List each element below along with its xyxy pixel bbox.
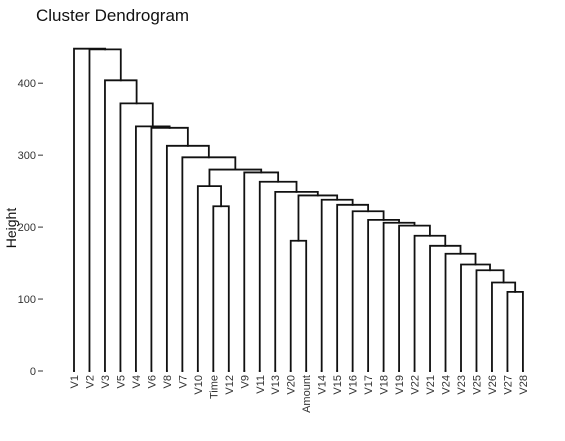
leaf-label: V20 (286, 375, 298, 395)
leaf-label: V12 (224, 375, 236, 395)
leaf-label: V19 (394, 375, 406, 395)
merge-link (243, 171, 280, 372)
y-tick-label: 200 (18, 222, 36, 234)
leaf-label: V7 (177, 375, 189, 388)
leaf-label: V21 (425, 375, 437, 395)
leaf-label: V11 (255, 375, 267, 394)
merge-link (491, 281, 517, 372)
leaf-label: V23 (456, 375, 468, 395)
leaf-label: V4 (131, 375, 143, 388)
merge-link (73, 47, 107, 372)
leaf-label: V28 (518, 375, 530, 395)
leaf-label: V5 (115, 375, 127, 388)
merge-link (212, 205, 230, 372)
leaf-label: V17 (363, 375, 375, 395)
leaf-label: V26 (487, 375, 499, 395)
y-tick-label: 0 (30, 366, 36, 378)
leaf-labels: V1 V2 V3 V5 V4 V6 V8 V7 V10 Time V12 V9 V11 V13 V20 Amo… (69, 375, 530, 413)
merge-link (181, 156, 237, 372)
leaf-label: V8 (162, 375, 174, 388)
leaf-label: V24 (441, 375, 453, 395)
chart-title: Cluster Dendrogram (36, 6, 189, 25)
leaf-label: V13 (270, 375, 282, 395)
leaf-label: V22 (410, 375, 422, 395)
merge-link (475, 269, 505, 372)
leaf-label: V9 (239, 375, 251, 388)
y-axis: 0 100 200 300 400 (18, 78, 43, 378)
leaf-label: V1 (69, 375, 81, 388)
leaf-label: V27 (502, 375, 514, 395)
merge-link (289, 239, 308, 372)
leaf-label: V15 (332, 375, 344, 395)
leaf-label: V2 (84, 375, 96, 388)
y-tick-label: 400 (18, 78, 36, 90)
leaf-label: V25 (471, 375, 483, 395)
merge-link (196, 185, 222, 372)
leaf-label: V16 (348, 375, 360, 395)
leaf-label: Amount (301, 375, 313, 413)
y-axis-label: Height (3, 208, 19, 249)
leaf-label: V6 (146, 375, 158, 388)
merge-link (506, 290, 524, 372)
y-tick-label: 300 (18, 150, 36, 162)
leaf-label: V14 (317, 375, 329, 395)
merge-link (460, 263, 491, 372)
merge-link (135, 125, 171, 372)
leaf-label: V18 (379, 375, 391, 395)
leaf-label: V3 (100, 375, 112, 388)
leaf-label: Time (208, 375, 220, 399)
leaf-label: V10 (193, 375, 205, 395)
dendrogram-links (73, 47, 524, 372)
merge-link (165, 144, 210, 372)
merge-link (297, 194, 339, 242)
y-tick-label: 100 (18, 294, 36, 306)
merge-link (274, 190, 319, 372)
